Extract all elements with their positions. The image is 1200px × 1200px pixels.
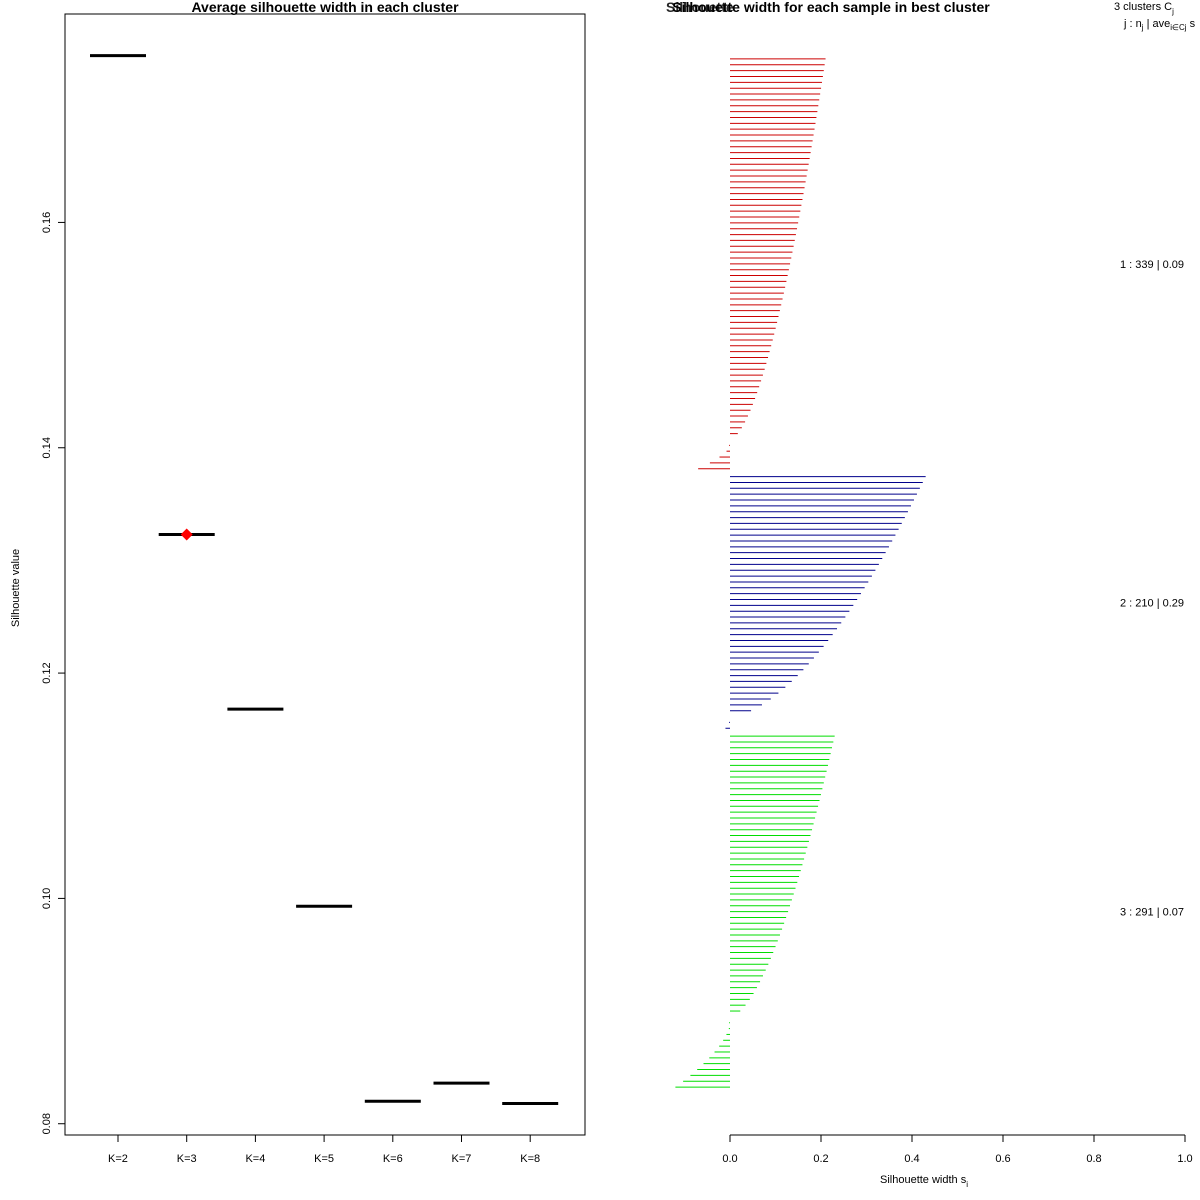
right-overlay-title: Silhouette [666, 0, 734, 15]
right-bars [675, 58, 926, 1088]
right-x-tick-label: 0.8 [1086, 1153, 1101, 1165]
cluster-count-header: 3 clusters Cj [1114, 1, 1174, 16]
cluster-columns-header-text: j : n [1123, 18, 1142, 30]
left-x-tick-label: K=8 [520, 1153, 540, 1165]
left-x-axis: K=2 K=3 K=4 K=5 K=6 K=7 K=8 [108, 1134, 540, 1165]
left-x-tick-label: K=4 [245, 1153, 265, 1165]
left-panel: Average silhouette width in each cluster… [10, 0, 586, 1165]
right-x-axis-label: Silhouette width si [880, 1174, 968, 1189]
cluster-1-label: 1 : 339 | 0.09 [1120, 259, 1184, 271]
left-y-tick-label: 0.08 [41, 1113, 53, 1134]
left-marks [90, 54, 559, 1105]
right-x-tick-label: 0.2 [813, 1153, 828, 1165]
cluster-columns-header: j : nj | avei∈Cj s [1123, 18, 1196, 32]
left-y-axis-label: Silhouette value [10, 549, 22, 627]
right-cluster-labels: 1 : 339 | 0.09 2 : 210 | 0.29 3 : 291 | 0.… [1120, 259, 1184, 919]
left-y-tick-label: 0.14 [41, 437, 53, 458]
right-chart-title: Silhouette width for each sample in best… [672, 0, 990, 15]
right-panel: Silhouette width for each sample in best… [666, 0, 1196, 1189]
cluster-columns-header-sub2: i∈Cj [1170, 23, 1187, 32]
cluster-columns-header-mid: | ave [1144, 18, 1171, 30]
left-x-tick-label: K=5 [314, 1153, 334, 1165]
cluster-count-header-text: 3 clusters C [1114, 1, 1172, 13]
cluster-3-bars [675, 735, 835, 1088]
cluster-columns-header-sub1: j [1141, 23, 1144, 32]
left-y-axis: 0.08 0.10 0.12 0.14 0.16 [41, 212, 66, 1134]
left-x-tick-label: K=7 [452, 1153, 472, 1165]
left-plot-frame [64, 13, 586, 1136]
best-k-marker [180, 528, 193, 541]
cluster-columns-header-tail: s [1187, 18, 1196, 30]
right-x-tick-label: 0.0 [722, 1153, 737, 1165]
right-x-axis-label-text: Silhouette width s [880, 1174, 967, 1186]
cluster-count-header-sub: j [1171, 7, 1174, 16]
right-x-tick-label: 0.6 [995, 1153, 1010, 1165]
left-y-tick-label: 0.10 [41, 888, 53, 909]
right-x-axis: 0.0 0.2 0.4 0.6 0.8 1.0 [722, 1134, 1193, 1165]
cluster-1-bars [698, 58, 826, 470]
right-x-axis-label-sub: i [966, 1180, 968, 1189]
left-x-tick-label: K=6 [383, 1153, 403, 1165]
left-chart-title: Average silhouette width in each cluster [191, 0, 459, 15]
left-y-tick-label: 0.12 [41, 662, 53, 683]
cluster-3-label: 3 : 291 | 0.07 [1120, 907, 1184, 919]
cluster-2-label: 2 : 210 | 0.29 [1120, 597, 1184, 609]
left-x-tick-label: K=2 [108, 1153, 128, 1165]
cluster-2-bars [725, 476, 926, 729]
right-x-tick-label: 0.4 [904, 1153, 919, 1165]
right-x-tick-label: 1.0 [1177, 1153, 1192, 1165]
left-y-tick-label: 0.16 [41, 212, 53, 233]
left-x-tick-label: K=3 [177, 1153, 197, 1165]
